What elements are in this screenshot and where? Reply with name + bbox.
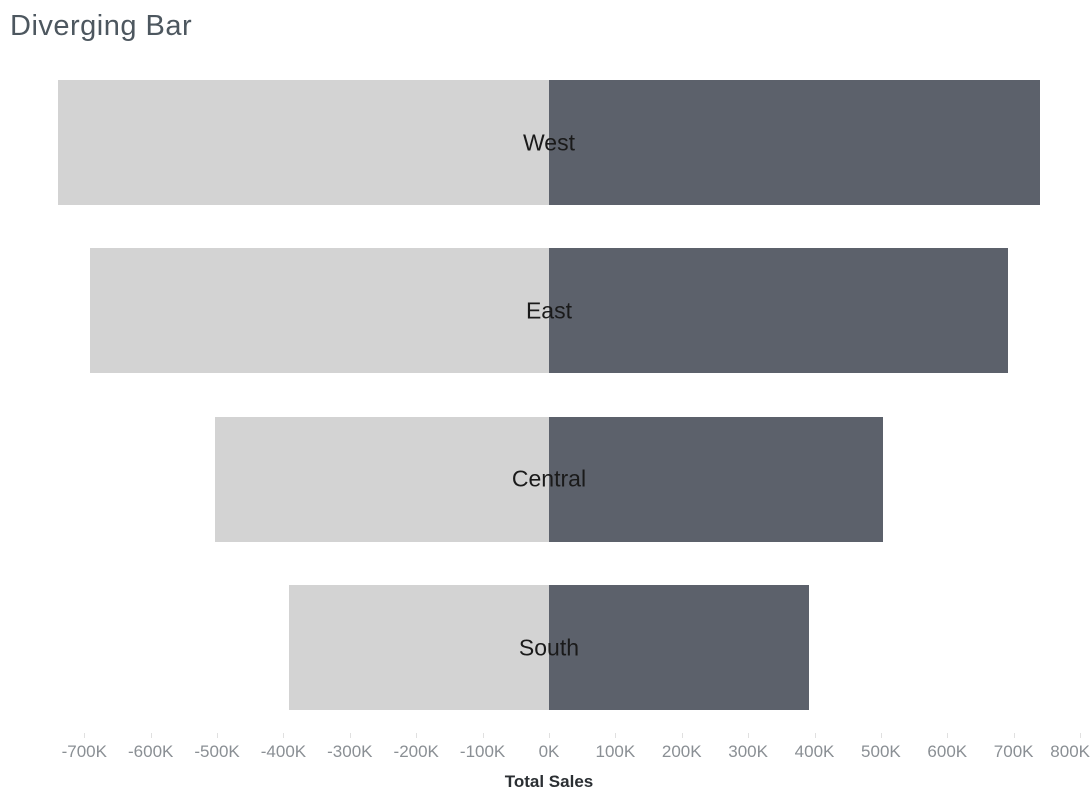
bar-label-west: West: [522, 129, 575, 155]
x-tick-label-300k: -300K: [327, 742, 373, 761]
x-tick-label-100k: 100K: [595, 742, 636, 761]
bar-segment-positive-south[interactable]: [548, 585, 810, 711]
bar-segment-negative-south[interactable]: [288, 585, 549, 711]
x-tick-mark-500k: [880, 733, 882, 738]
x-tick-mark-500k: [217, 733, 219, 738]
x-tick-label-700k: -700K: [61, 742, 107, 761]
bar-segment-negative-east[interactable]: [89, 248, 549, 374]
x-tick-label-800k: 800K: [1050, 742, 1090, 761]
x-tick-mark-300k: [349, 733, 351, 738]
bar-segment-positive-central[interactable]: [548, 416, 883, 542]
bar-segment-positive-west[interactable]: [548, 80, 1041, 205]
x-tick-label-700k: 700K: [993, 742, 1034, 761]
x-tick-label-0k: 0K: [538, 742, 560, 761]
x-tick-label-100k: -100K: [459, 742, 506, 761]
x-tick-mark-400k: [283, 733, 285, 738]
x-tick-mark-100k: [482, 733, 484, 738]
x-tick-mark-700k: [1013, 733, 1015, 738]
x-tick-label-400k: 400K: [794, 742, 835, 761]
x-tick-mark-400k: [814, 733, 816, 738]
x-tick-mark-700k: [84, 733, 86, 738]
x-tick-label-500k: 500K: [861, 742, 901, 761]
bar-label-central: Central: [511, 465, 587, 492]
x-tick-mark-200k: [681, 733, 683, 738]
chart-title: Diverging Bar: [10, 10, 193, 42]
x-tick-mark-800k: [1080, 733, 1082, 738]
bar-row-east: East: [0, 248, 1092, 374]
bar-row-south: South: [0, 585, 1092, 711]
x-tick-label-600k: 600K: [927, 742, 968, 761]
bar-segment-positive-east[interactable]: [548, 248, 1009, 374]
x-tick-label-500k: -500K: [194, 742, 240, 761]
bar-row-west: West: [0, 80, 1092, 205]
bar-row-central: Central: [0, 416, 1092, 542]
x-tick-mark-600k: [947, 733, 949, 738]
x-tick-mark-600k: [150, 733, 152, 738]
x-tick-label-600k: -600K: [128, 742, 174, 761]
bar-segment-negative-central[interactable]: [215, 416, 549, 542]
x-tick-mark-100k: [615, 733, 617, 738]
bar-segment-negative-west[interactable]: [57, 80, 549, 205]
x-tick-label-200k: -200K: [393, 742, 439, 761]
bar-label-east: East: [525, 297, 572, 324]
x-tick-label-200k: 200K: [661, 742, 702, 761]
x-tick-mark-300k: [748, 733, 750, 738]
x-tick-mark-200k: [416, 733, 418, 738]
x-tick-mark-0k: [548, 733, 550, 738]
x-tick-label-400k: -400K: [260, 742, 307, 761]
bar-label-south: South: [518, 634, 580, 661]
x-axis-title: Total Sales: [504, 772, 594, 791]
x-tick-label-300k: 300K: [728, 742, 768, 761]
